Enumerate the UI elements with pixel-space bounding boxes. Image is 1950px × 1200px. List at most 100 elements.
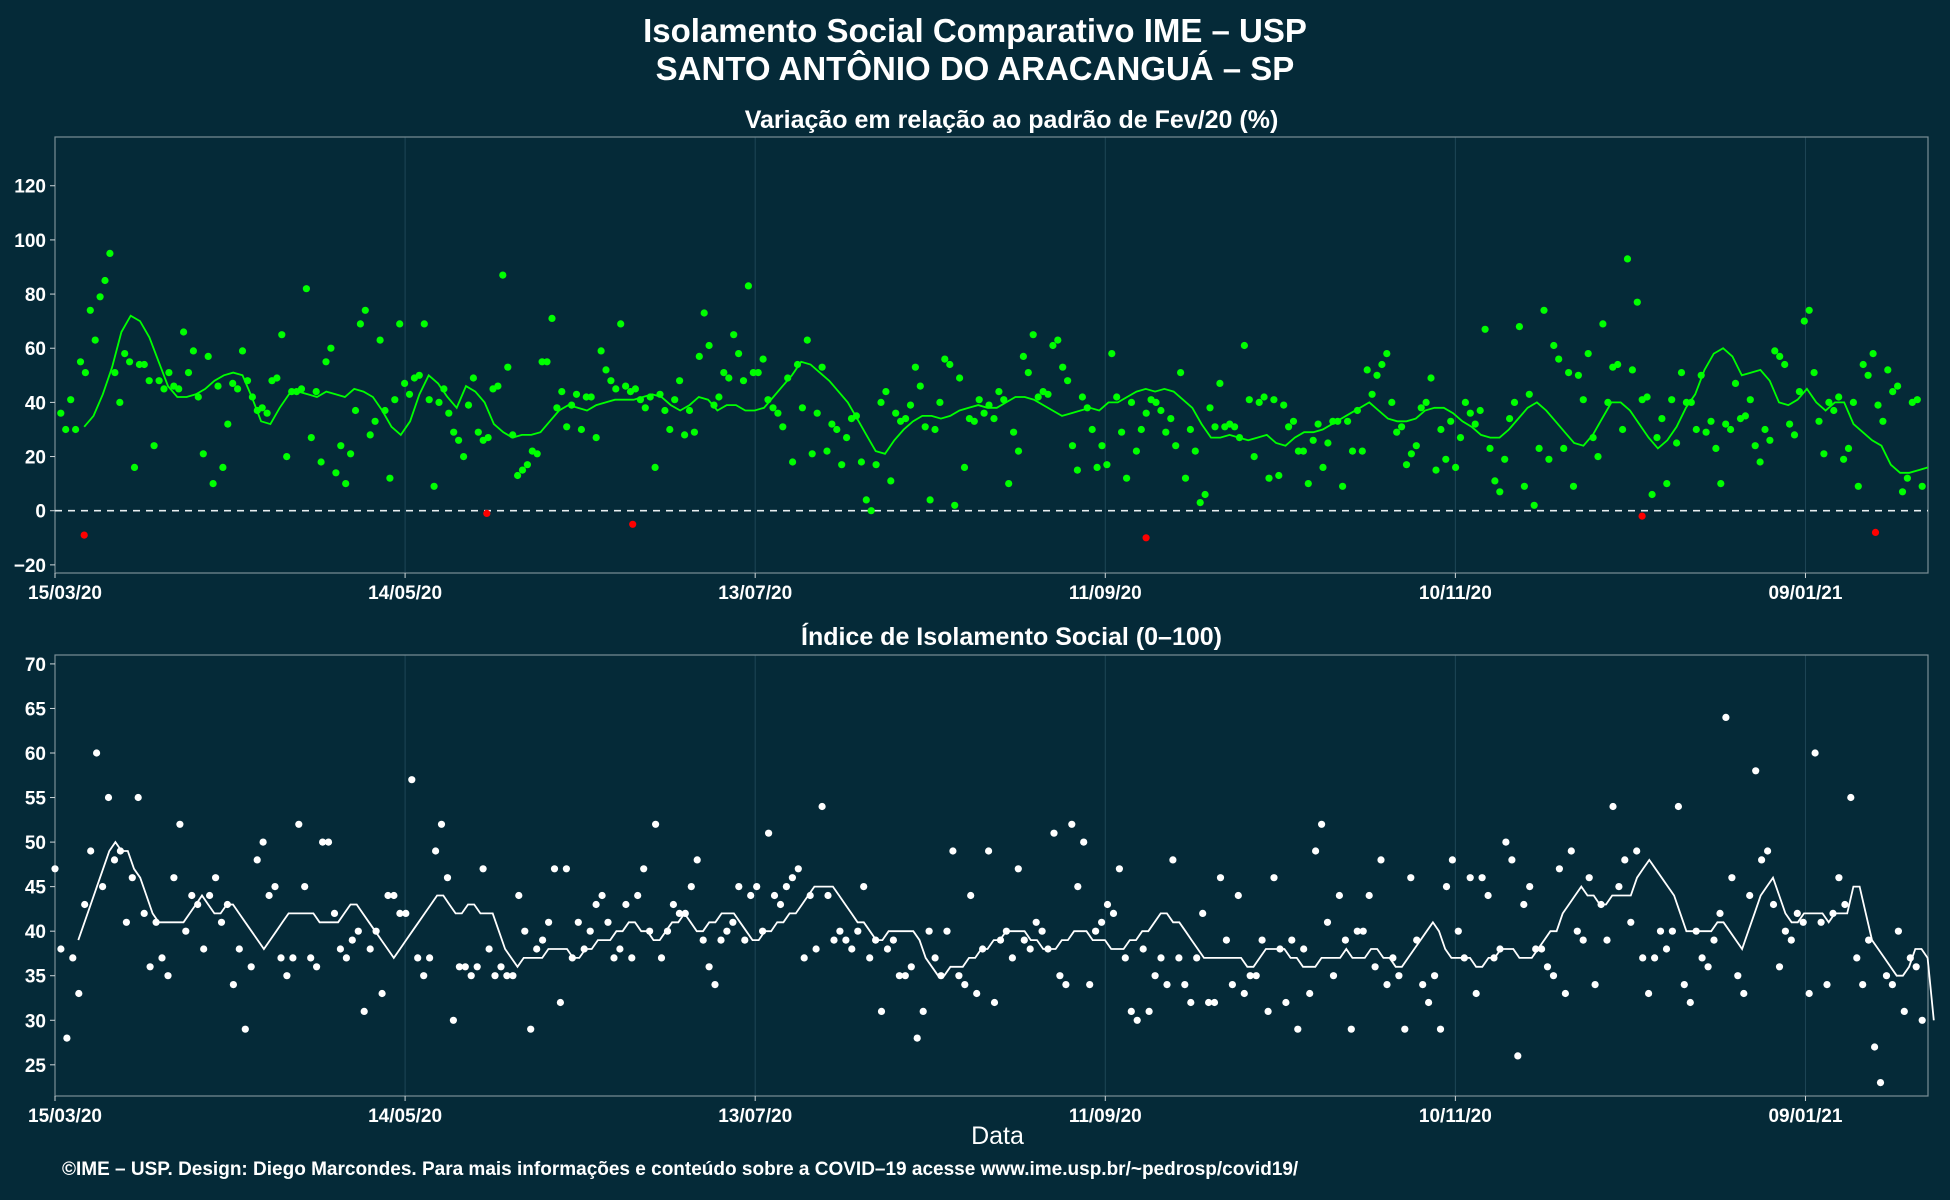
index-point [93, 749, 101, 757]
index-point [1115, 865, 1123, 873]
variation-point [695, 352, 703, 360]
variation-point [1903, 474, 1911, 482]
variation-point [405, 390, 414, 398]
index-point [1496, 945, 1504, 953]
index-point [420, 972, 428, 980]
variation-point [1427, 374, 1435, 382]
index-point [289, 954, 297, 962]
index-point [1371, 963, 1379, 971]
panel-1-y-tick-label: 120 [14, 177, 46, 198]
index-point [1639, 954, 1647, 962]
variation-point [592, 434, 600, 442]
variation-point [843, 434, 851, 442]
variation-negative-point [629, 520, 637, 528]
variation-point [1756, 458, 1764, 466]
index-point [1359, 927, 1367, 935]
variation-point [1309, 436, 1317, 444]
index-point [134, 793, 142, 802]
index-point [1573, 927, 1581, 935]
index-point [449, 1016, 457, 1024]
panel-1-y-tick-label: 20 [25, 448, 46, 469]
panel-2-frame [54, 654, 1929, 1097]
variation-point [1049, 341, 1057, 350]
index-point [1276, 945, 1284, 953]
panel-1-x-tick-label: 14/05/20 [368, 583, 442, 604]
variation-point [1761, 425, 1769, 434]
panel-1-y-tick-label: 80 [25, 285, 46, 306]
index-point [1210, 998, 1219, 1007]
variation-point [469, 374, 477, 382]
index-point [1454, 927, 1462, 935]
variation-point [636, 396, 645, 404]
variation-point [214, 382, 222, 390]
variation-point [1825, 398, 1833, 406]
index-point [1074, 883, 1082, 891]
index-point [681, 909, 689, 918]
variation-point [1677, 369, 1686, 377]
variation-point [361, 306, 369, 314]
panel-2-y-tick-label: 70 [25, 655, 46, 676]
index-point [759, 927, 767, 935]
variation-point [1412, 442, 1420, 450]
variation-point [779, 423, 787, 431]
variation-point [1123, 474, 1131, 482]
index-point [1859, 981, 1867, 989]
index-point [735, 883, 743, 891]
index-point [1538, 945, 1546, 953]
variation-point [376, 336, 384, 344]
index-point [985, 847, 993, 855]
variation-point [140, 360, 148, 369]
variation-point [1044, 390, 1052, 398]
index-point [1621, 856, 1629, 864]
index-point [592, 900, 600, 909]
variation-point [1879, 417, 1887, 425]
index-point [330, 909, 339, 918]
index-point [782, 883, 791, 891]
variation-point [484, 434, 492, 442]
index-point [1002, 927, 1011, 935]
variation-point [1201, 490, 1209, 499]
variation-point [1628, 366, 1636, 374]
index-point [652, 820, 660, 828]
index-point [1609, 802, 1617, 811]
variation-point [1702, 428, 1710, 436]
index-point [1704, 963, 1712, 971]
variation-point [1324, 439, 1332, 447]
index-point [497, 963, 505, 971]
variation-point [1029, 331, 1037, 339]
index-point [348, 936, 356, 944]
variation-point [1265, 474, 1273, 482]
variation-point [862, 496, 870, 504]
index-point [913, 1034, 921, 1042]
index-point [539, 936, 547, 944]
variation-point [464, 401, 473, 409]
variation-point [1918, 482, 1926, 490]
index-point [283, 972, 291, 980]
index-point [1769, 900, 1778, 909]
variation-point [1560, 444, 1568, 452]
index-point [800, 954, 808, 962]
index-point [1329, 972, 1338, 980]
index-point [877, 1007, 886, 1016]
index-point [122, 918, 130, 926]
variation-point [1339, 482, 1347, 490]
index-point [895, 972, 904, 980]
index-point [634, 891, 642, 900]
index-point [188, 891, 196, 900]
variation-point [1245, 396, 1253, 404]
variation-point [1250, 453, 1258, 461]
variation-point [1471, 420, 1479, 428]
variation-point [1535, 444, 1543, 452]
variation-point [911, 363, 920, 371]
panel-2-x-tick-label: 10/11/20 [1419, 1106, 1492, 1127]
index-point [1288, 936, 1296, 944]
index-point [378, 989, 386, 998]
variation-point [474, 428, 482, 436]
index-point [1199, 909, 1207, 918]
variation-point [1766, 436, 1774, 444]
variation-point [1127, 398, 1136, 406]
variation-point [739, 377, 748, 385]
index-point [1823, 981, 1831, 989]
variation-point [1840, 455, 1848, 463]
variation-point [1019, 352, 1027, 360]
